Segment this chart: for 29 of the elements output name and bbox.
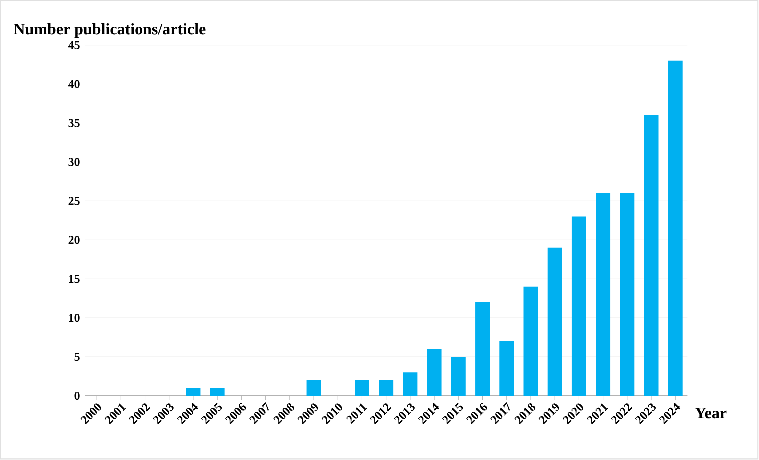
y-tick-label: 30 bbox=[68, 158, 80, 166]
y-axis-title: Number publications/article bbox=[14, 23, 206, 38]
bar bbox=[355, 380, 370, 396]
x-axis-title: Year bbox=[695, 408, 727, 419]
bar bbox=[451, 357, 466, 396]
y-tick-label: 20 bbox=[68, 236, 80, 244]
y-tick-label: 40 bbox=[68, 80, 80, 88]
bar bbox=[548, 248, 562, 396]
bar bbox=[572, 216, 586, 396]
y-tick-label: 35 bbox=[68, 119, 80, 128]
y-tick-label: 15 bbox=[69, 275, 80, 284]
bar bbox=[306, 380, 322, 396]
bar bbox=[644, 115, 659, 396]
y-tick-label: 10 bbox=[69, 314, 80, 322]
y-tick-label: 25 bbox=[68, 197, 80, 206]
y-tick-label: 0 bbox=[74, 392, 80, 400]
bar bbox=[210, 388, 225, 396]
y-tick-label: 45 bbox=[68, 41, 80, 50]
bar bbox=[596, 193, 611, 396]
bar bbox=[186, 388, 201, 396]
bar bbox=[500, 341, 514, 396]
y-tick-label: 5 bbox=[74, 353, 80, 362]
bar bbox=[403, 372, 418, 396]
bar bbox=[476, 302, 490, 396]
bar bbox=[379, 380, 394, 396]
bar bbox=[427, 349, 442, 396]
bar bbox=[668, 60, 683, 396]
bar bbox=[620, 193, 635, 396]
bar bbox=[524, 286, 538, 396]
